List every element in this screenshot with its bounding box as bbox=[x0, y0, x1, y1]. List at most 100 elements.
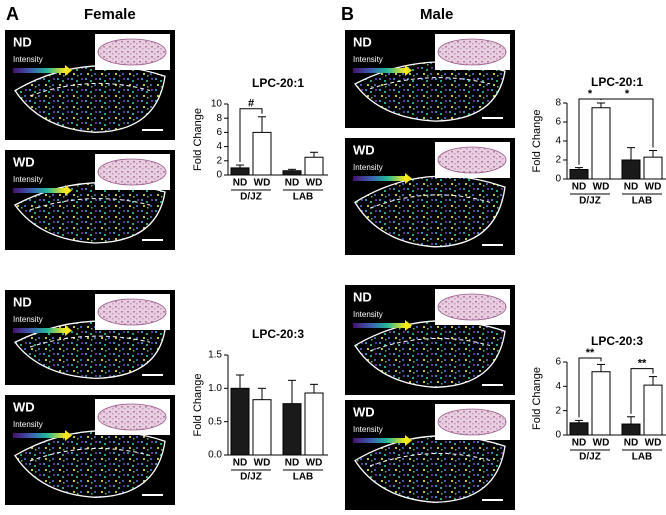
intensity-label: Intensity bbox=[13, 315, 43, 324]
intensity-label: Intensity bbox=[13, 175, 43, 184]
bar bbox=[282, 403, 302, 456]
bar bbox=[252, 131, 272, 176]
y-axis-label: Fold Change bbox=[531, 110, 543, 173]
panel-heading: Male bbox=[420, 6, 453, 23]
bar bbox=[230, 167, 250, 176]
intensity-scale bbox=[353, 323, 405, 328]
bar bbox=[643, 156, 663, 180]
inner-outline bbox=[369, 194, 491, 209]
chart-title: LPC-20:3 bbox=[252, 327, 304, 341]
intensity-arrow bbox=[405, 65, 412, 76]
histology-tissue bbox=[437, 408, 507, 436]
bar-label: ND bbox=[285, 458, 299, 469]
bar-label: ND bbox=[233, 458, 247, 469]
tissue-outline bbox=[354, 320, 506, 388]
tissue-outline bbox=[14, 181, 166, 244]
tissue-outline bbox=[14, 65, 166, 133]
panel-label: ND bbox=[13, 294, 32, 309]
bar bbox=[282, 170, 302, 176]
bar-label: WD bbox=[306, 458, 323, 469]
intensity-label: Intensity bbox=[353, 163, 383, 172]
bar bbox=[304, 392, 324, 456]
intensity-arrow bbox=[65, 185, 72, 196]
chart-title: LPC-20:1 bbox=[591, 75, 643, 89]
tissue-outline bbox=[354, 61, 506, 122]
bar-label: WD bbox=[254, 458, 271, 469]
significance-bracket bbox=[239, 108, 263, 163]
y-tick-label: 6 bbox=[555, 117, 561, 128]
significance-bracket bbox=[578, 357, 602, 418]
panel-letter: B bbox=[341, 4, 354, 24]
histology-tissue bbox=[97, 158, 167, 186]
histology-tissue bbox=[437, 38, 507, 66]
y-tick-label: 8 bbox=[216, 113, 222, 124]
y-axis-label: Fold Change bbox=[192, 374, 204, 437]
y-tick-label: 4 bbox=[216, 141, 222, 152]
x-tick-label: LAB bbox=[632, 452, 653, 463]
intensity-label: Intensity bbox=[13, 420, 43, 429]
histology-tissue bbox=[97, 298, 167, 326]
bar bbox=[591, 371, 611, 436]
x-tick-label: LAB bbox=[632, 196, 653, 207]
bar bbox=[230, 387, 250, 456]
panel-label: WD bbox=[353, 142, 375, 157]
bar-label: ND bbox=[624, 182, 638, 193]
tissue-outline bbox=[14, 320, 166, 380]
tissue-signal bbox=[15, 182, 165, 243]
y-tick-label: 1.5 bbox=[208, 350, 222, 361]
intensity-arrow bbox=[65, 65, 72, 76]
tissue-signal bbox=[15, 320, 165, 379]
y-tick-label: 2 bbox=[555, 155, 561, 166]
bar-label: ND bbox=[624, 438, 638, 449]
bar bbox=[621, 159, 641, 180]
x-tick-label: D/JZ bbox=[240, 472, 262, 483]
intensity-scale bbox=[13, 433, 65, 438]
x-tick-label: LAB bbox=[293, 192, 314, 203]
inner-outline bbox=[29, 447, 151, 462]
x-tick-label: D/JZ bbox=[240, 192, 262, 203]
tissue-signal bbox=[355, 320, 505, 388]
significance-bracket bbox=[630, 368, 654, 414]
significance-bracket bbox=[600, 98, 654, 148]
inner-outline bbox=[369, 337, 491, 352]
panel-heading: Female bbox=[84, 6, 136, 23]
panel-label: WD bbox=[13, 399, 35, 414]
intensity-arrow bbox=[405, 435, 412, 446]
bar-label: WD bbox=[254, 178, 271, 189]
inner-outline bbox=[29, 335, 151, 348]
inner-outline bbox=[369, 77, 491, 90]
intensity-label: Intensity bbox=[13, 55, 43, 64]
tissue-outline bbox=[354, 175, 506, 248]
bar-label: WD bbox=[306, 178, 323, 189]
histology-tissue bbox=[437, 293, 507, 321]
significance-label: ** bbox=[586, 347, 595, 359]
bar-label: WD bbox=[645, 182, 662, 193]
y-tick-label: 0.0 bbox=[208, 450, 222, 461]
chart-title: LPC-20:3 bbox=[591, 334, 643, 348]
y-axis-label: Fold Change bbox=[192, 108, 204, 171]
panel-letter: A bbox=[6, 4, 19, 24]
bar bbox=[304, 156, 324, 176]
bar bbox=[591, 107, 611, 180]
bar-label: ND bbox=[233, 178, 247, 189]
y-tick-label: 0.5 bbox=[208, 416, 222, 427]
tissue-outline bbox=[354, 435, 506, 503]
intensity-scale bbox=[13, 68, 65, 73]
y-tick-label: 6 bbox=[216, 127, 222, 138]
intensity-scale bbox=[353, 176, 405, 181]
histology-tissue bbox=[97, 403, 167, 431]
tissue-signal bbox=[355, 176, 505, 247]
intensity-label: Intensity bbox=[353, 310, 383, 319]
bar bbox=[569, 169, 589, 180]
bar bbox=[643, 384, 663, 436]
tissue-signal bbox=[355, 435, 505, 503]
inner-outline bbox=[369, 452, 491, 467]
intensity-scale bbox=[13, 328, 65, 333]
panel-label: WD bbox=[13, 154, 35, 169]
bar bbox=[252, 399, 272, 456]
x-tick-label: D/JZ bbox=[579, 452, 601, 463]
significance-label: ** bbox=[638, 358, 647, 370]
significance-label: # bbox=[248, 98, 254, 110]
